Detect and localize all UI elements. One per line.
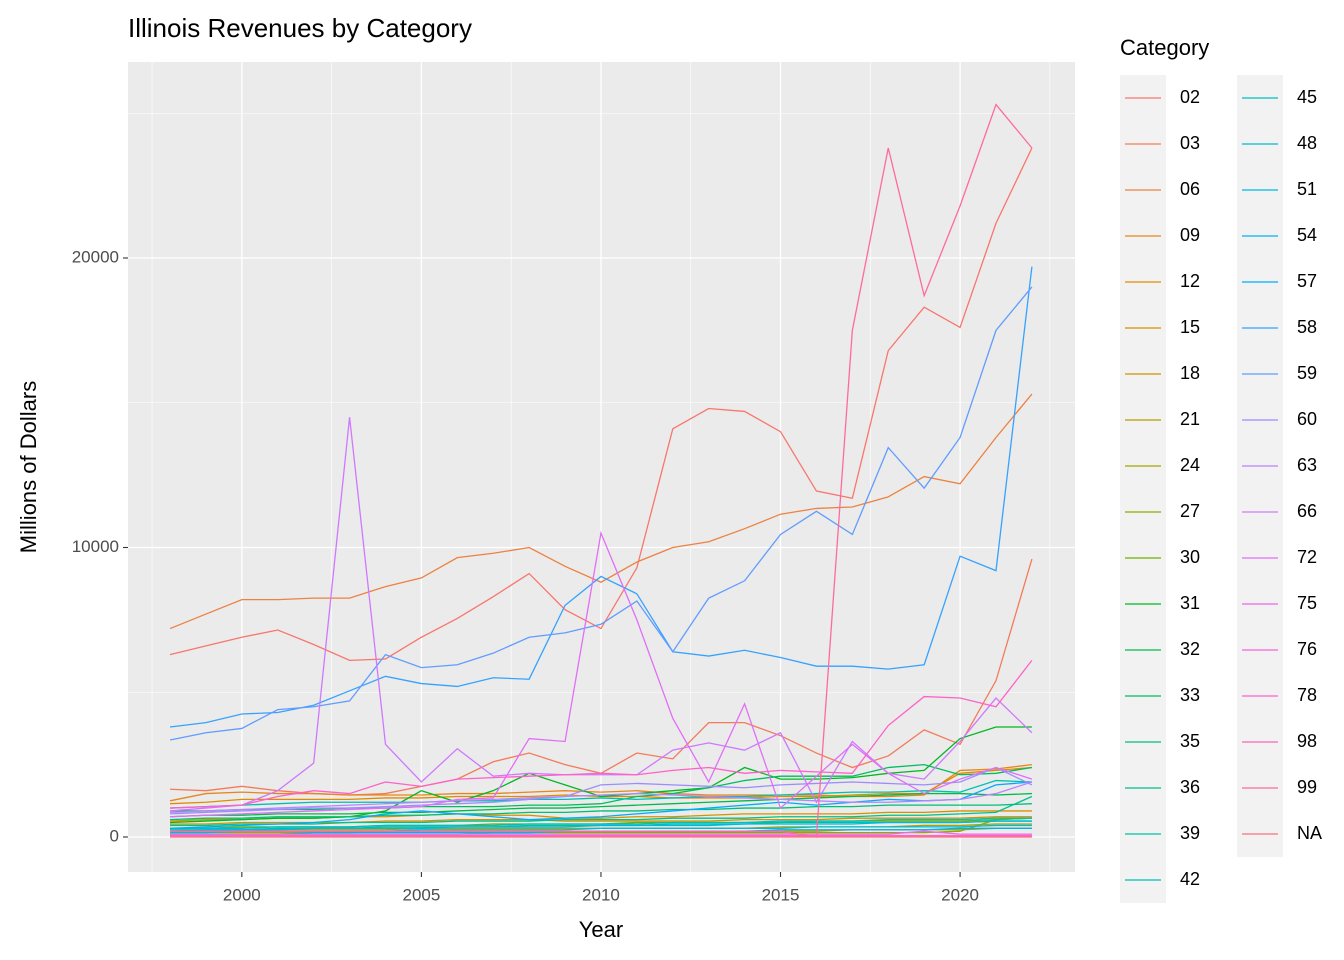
legend-label: 48 xyxy=(1297,133,1317,153)
legend-label: 31 xyxy=(1180,593,1200,613)
series-line xyxy=(169,266,1033,728)
legend-label: 66 xyxy=(1297,501,1317,521)
series-line xyxy=(169,766,1033,815)
series-line xyxy=(169,286,1033,741)
series-line xyxy=(169,393,1033,630)
legend-label: 09 xyxy=(1180,225,1200,245)
series-line xyxy=(169,660,1033,809)
series-line xyxy=(170,795,1033,827)
legend-label: 76 xyxy=(1297,639,1317,659)
legend-label: 51 xyxy=(1297,179,1317,199)
legend-label: 45 xyxy=(1297,87,1317,107)
legend-label: 06 xyxy=(1180,179,1200,199)
legend-label: 15 xyxy=(1180,317,1200,337)
x-tick-label: 2020 xyxy=(941,885,979,904)
legend-label: 59 xyxy=(1297,363,1317,383)
series-line xyxy=(169,781,1032,829)
legend-label: 72 xyxy=(1297,547,1317,567)
series-line xyxy=(170,103,1033,838)
legend-label: 78 xyxy=(1297,685,1317,705)
x-tick-label: 2005 xyxy=(402,885,440,904)
legend-label: 99 xyxy=(1297,777,1317,797)
legend-label: 57 xyxy=(1297,271,1317,291)
series-line xyxy=(169,530,1033,818)
series-line xyxy=(170,763,1033,812)
legend-label: 39 xyxy=(1180,823,1200,843)
legend-label: 98 xyxy=(1297,731,1317,751)
legend-label: 21 xyxy=(1180,409,1200,429)
chart-title: Illinois Revenues by Category xyxy=(128,13,472,43)
y-tick-label: 0 xyxy=(110,826,119,845)
legend-label: 33 xyxy=(1180,685,1200,705)
legend-label: 12 xyxy=(1180,271,1200,291)
legend-label: 24 xyxy=(1180,455,1200,475)
x-tick-label: 2015 xyxy=(762,885,800,904)
y-tick-label: 10000 xyxy=(72,537,119,556)
y-axis-title: Millions of Dollars xyxy=(16,381,41,553)
series-line xyxy=(170,817,1032,829)
series-line xyxy=(170,830,1032,835)
legend-label: 58 xyxy=(1297,317,1317,337)
legend-label: 27 xyxy=(1180,501,1200,521)
series-line xyxy=(169,820,1032,832)
legend-label: 54 xyxy=(1297,225,1317,245)
x-tick-label: 2000 xyxy=(223,885,261,904)
legend-key-background xyxy=(1120,75,1166,903)
legend-label: 75 xyxy=(1297,593,1317,613)
legend-label: 36 xyxy=(1180,777,1200,797)
legend-label: 60 xyxy=(1297,409,1317,429)
x-axis-title: Year xyxy=(579,917,623,942)
series-line xyxy=(169,763,1032,802)
legend-label: NA xyxy=(1297,823,1322,843)
legend-label: 35 xyxy=(1180,731,1200,751)
x-tick-label: 2010 xyxy=(582,885,620,904)
legend-label: 32 xyxy=(1180,639,1200,659)
legend-label: 30 xyxy=(1180,547,1200,567)
legend-label: 18 xyxy=(1180,363,1200,383)
y-tick-label: 20000 xyxy=(72,247,119,266)
series-line xyxy=(169,792,1032,818)
series-line xyxy=(169,803,1032,821)
legend-label: 63 xyxy=(1297,455,1317,475)
series-line xyxy=(169,147,1033,662)
legend-label: 03 xyxy=(1180,133,1200,153)
legend-title: Category xyxy=(1120,35,1209,60)
legend-label: 42 xyxy=(1180,869,1200,889)
legend-label: 02 xyxy=(1180,87,1200,107)
series-line xyxy=(169,779,1032,809)
series-line xyxy=(169,781,1033,814)
